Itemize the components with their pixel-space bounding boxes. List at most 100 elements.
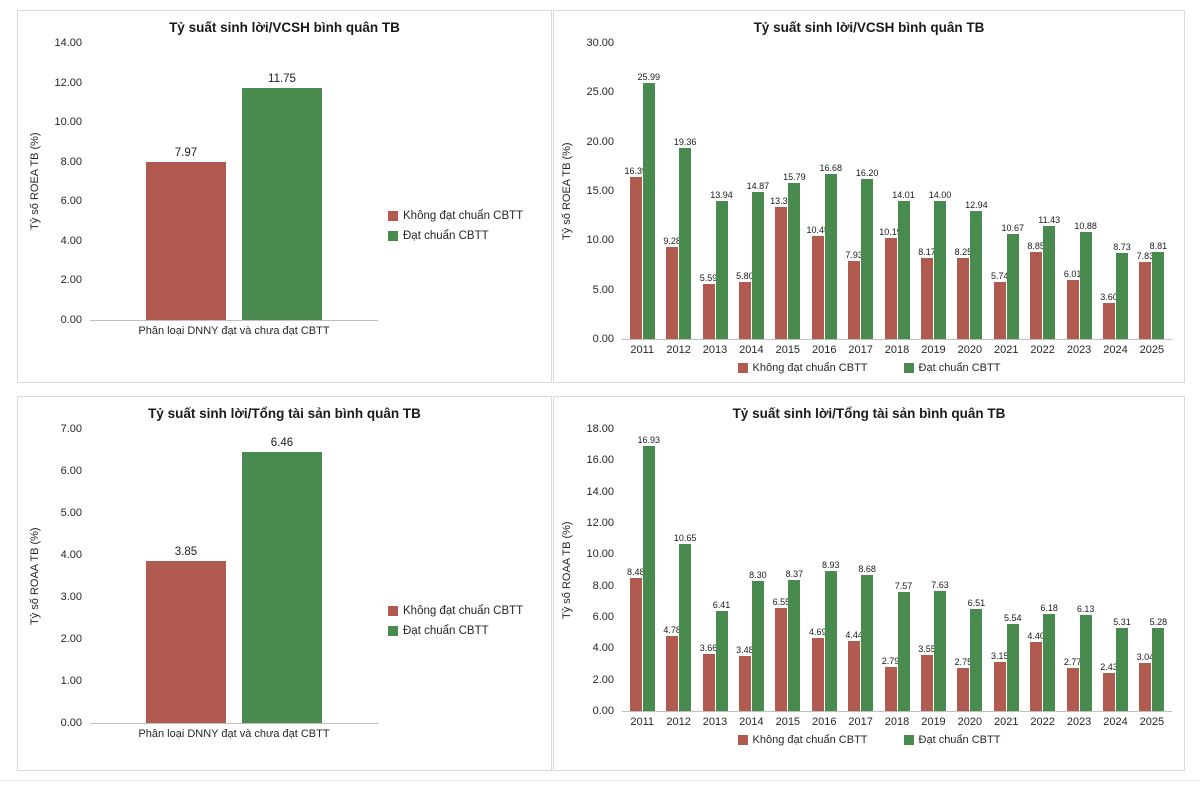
y-tick-label: 25.00 xyxy=(586,86,614,99)
bar-group: 8.48 16.93 xyxy=(624,429,660,711)
plot-area: 3.85 6.46 xyxy=(90,429,378,724)
bar-column: 3.66 xyxy=(699,429,718,711)
y-tick-label: 6.00 xyxy=(592,611,614,623)
bar-group: 8.17 14.00 xyxy=(915,43,951,339)
x-axis-label: 2020 xyxy=(957,716,983,728)
x-axis-label: 2024 xyxy=(1103,344,1128,356)
bar-pass-cbtt xyxy=(861,575,874,711)
bar-fail-cbtt xyxy=(811,637,824,711)
bar-value-label: 10.45 xyxy=(806,224,829,235)
bar-value-label: 13.94 xyxy=(710,190,733,201)
y-axis-title: Tỷ số ROEA TB (%) xyxy=(29,132,41,231)
x-axis-label: 2017 xyxy=(848,344,873,356)
bar-value-label: 3.66 xyxy=(699,642,718,653)
bar-fail-cbtt xyxy=(884,667,897,711)
plot-with-axis: 16.39 25.99 9.28 19.36 5.59 13.94 5.80 14.87 13.… xyxy=(622,43,1172,356)
x-axis-label: 2012 xyxy=(666,344,691,356)
bar-value-label: 6.46 xyxy=(270,436,294,449)
legend: Không đạt chuẩn CBTT Đạt chuẩn CBTT xyxy=(378,210,543,242)
bar-pass-cbtt xyxy=(679,544,692,711)
bar-group: 13.37 15.79 xyxy=(770,43,806,339)
bar-column: 4.78 xyxy=(663,429,681,711)
bar-pass-cbtt xyxy=(642,82,655,339)
bar-column: 16.68 xyxy=(819,43,842,339)
bar-value-label: 2.43 xyxy=(1100,661,1118,672)
bar-column: 8.25 xyxy=(955,43,972,339)
bar-value-label: 8.68 xyxy=(858,564,876,575)
legend-swatch-pass-icon xyxy=(903,735,914,745)
bar-fail-cbtt xyxy=(1066,667,1079,711)
bar-pass-cbtt xyxy=(788,579,801,711)
y-tick-label: 4.00 xyxy=(592,642,614,655)
x-axis-label: 2024 xyxy=(1103,716,1128,728)
x-axis-label: 2023 xyxy=(1066,344,1092,356)
bar-group: 8.85 11.43 xyxy=(1024,43,1060,339)
bar-value-label: 8.25 xyxy=(954,246,973,257)
bar-fail-cbtt xyxy=(920,655,933,711)
bar-value-label: 3.04 xyxy=(1136,652,1155,663)
legend-swatch-pass-icon xyxy=(388,231,398,241)
y-tick-label: 7.00 xyxy=(60,423,82,435)
bar-column: 3.48 xyxy=(736,429,754,711)
bar-pass-cbtt xyxy=(1079,614,1092,711)
y-tick-label: 30.00 xyxy=(586,37,614,49)
x-axis-label: 2016 xyxy=(811,716,837,728)
bar-value-label: 10.67 xyxy=(1001,222,1025,233)
x-axis-labels: Phân loại DNNY đạt và chưa đạt CBTT xyxy=(90,321,378,337)
x-axis-label: 2013 xyxy=(702,716,728,728)
bar-column: 14.00 xyxy=(929,43,951,339)
y-tick-label: 12.00 xyxy=(54,76,82,89)
legend-item: Không đạt chuẩn CBTT xyxy=(388,605,543,617)
bar-group: 8.25 12.94 xyxy=(952,43,988,339)
y-tick-label: 10.00 xyxy=(586,234,614,247)
bar-value-label: 3.55 xyxy=(918,644,936,655)
x-axis-label: 2015 xyxy=(775,716,801,728)
legend-item: Không đạt chuẩn CBTT xyxy=(737,734,868,746)
bar-pass-cbtt xyxy=(1079,231,1092,339)
bar-group: 2.79 7.57 xyxy=(879,429,915,711)
bar-value-label: 10.19 xyxy=(879,227,902,238)
bar-value-label: 25.99 xyxy=(637,71,660,82)
bar-value-label: 8.48 xyxy=(626,567,645,578)
legend-item: Đạt chuẩn CBTT xyxy=(903,362,1000,374)
bar-value-label: 2.79 xyxy=(881,656,900,667)
chart-panel-roaa-summary: Tỷ suất sinh lời/Tổng tài sản bình quân … xyxy=(17,396,552,771)
y-tick-label: 5.00 xyxy=(592,283,614,296)
bar-fail-cbtt xyxy=(629,578,642,711)
y-tick-label: 4.00 xyxy=(60,234,82,247)
x-axis-label: 2020 xyxy=(957,344,983,356)
y-tick-label: 0.00 xyxy=(592,705,614,717)
bar-column: 3.60 xyxy=(1100,43,1118,339)
bar-group: 10.19 14.01 xyxy=(879,43,915,339)
y-tick-label: 3.00 xyxy=(60,591,82,603)
y-tick-label: 8.00 xyxy=(592,579,614,592)
bar-value-label: 5.80 xyxy=(736,270,754,281)
legend-item: Không đạt chuẩn CBTT xyxy=(388,210,543,222)
bar-fail-cbtt xyxy=(884,238,897,339)
x-axis-label: 2018 xyxy=(884,716,910,728)
bar-column: 16.20 xyxy=(856,43,878,339)
legend-label: Đạt chuẩn CBTT xyxy=(918,734,1001,746)
bar-group: 6.01 10.88 xyxy=(1061,43,1097,339)
bar-value-label: 11.75 xyxy=(268,72,296,85)
chart-panel-roea-yearly: Tỷ suất sinh lời/VCSH bình quân TB Tỷ số… xyxy=(553,10,1185,383)
bar-fail-cbtt xyxy=(957,667,970,711)
legend-label: Không đạt chuẩn CBTT xyxy=(752,734,868,746)
bar-value-label: 2.75 xyxy=(954,656,973,667)
bar-column: 2.75 xyxy=(955,429,972,711)
bar-value-label: 3.85 xyxy=(174,546,198,559)
bar-value-label: 7.63 xyxy=(931,580,949,591)
bar-value-label: 16.39 xyxy=(624,166,647,177)
x-axis-label: 2012 xyxy=(666,716,691,728)
bar-pass-cbtt xyxy=(933,591,946,711)
bar-group: 2.77 6.13 xyxy=(1061,429,1097,711)
y-axis-title: Tỷ số ROAA TB (%) xyxy=(561,521,573,619)
bar-value-label: 5.54 xyxy=(1004,613,1022,624)
bar-fail-cbtt xyxy=(702,653,715,711)
bar-fail-cbtt xyxy=(775,207,788,339)
bar-fail-cbtt xyxy=(920,258,933,339)
bar-pass-cbtt xyxy=(1043,226,1056,339)
y-tick-label: 16.00 xyxy=(586,454,614,467)
bar-value-label: 5.31 xyxy=(1113,616,1131,627)
bar-fail-cbtt xyxy=(629,177,642,339)
